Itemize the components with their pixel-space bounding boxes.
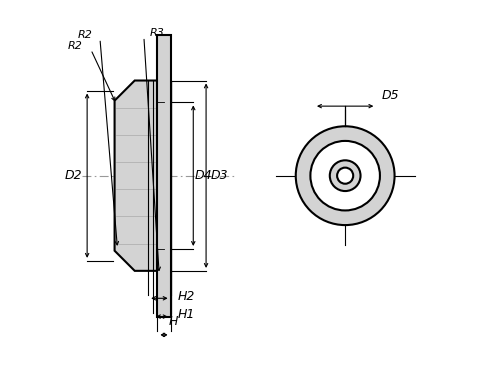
Text: D2: D2 — [65, 169, 82, 182]
Text: H2: H2 — [177, 290, 194, 303]
Polygon shape — [158, 35, 170, 317]
Text: R2: R2 — [68, 41, 82, 51]
Text: D4: D4 — [195, 169, 212, 182]
Text: R3: R3 — [150, 28, 164, 38]
Circle shape — [330, 160, 360, 191]
Text: R2: R2 — [78, 30, 92, 40]
Circle shape — [310, 141, 380, 210]
Circle shape — [337, 168, 353, 184]
Text: H1: H1 — [177, 308, 194, 321]
Text: H: H — [168, 315, 178, 328]
Text: D5: D5 — [382, 89, 400, 102]
Polygon shape — [114, 81, 162, 271]
Text: D3: D3 — [210, 169, 228, 182]
Circle shape — [296, 126, 394, 225]
